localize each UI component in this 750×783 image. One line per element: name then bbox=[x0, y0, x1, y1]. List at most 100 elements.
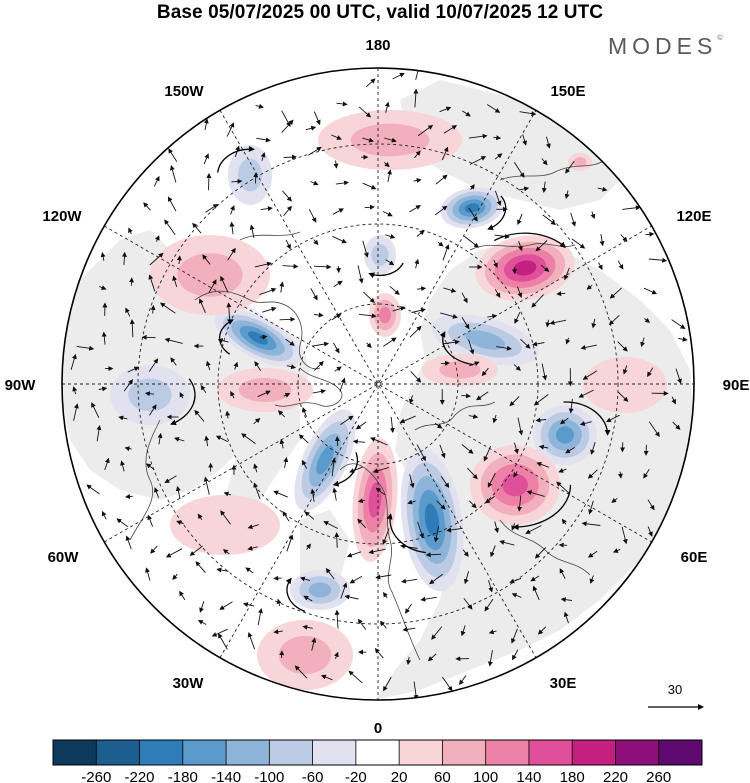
wind-arrow bbox=[469, 184, 475, 190]
wind-arrow bbox=[225, 410, 231, 419]
wind-arrow bbox=[375, 487, 385, 496]
contour-band bbox=[247, 331, 269, 345]
wind-arrow bbox=[511, 628, 518, 644]
wind-arrow bbox=[194, 409, 205, 422]
wind-arrow bbox=[409, 205, 421, 213]
wind-arrow bbox=[494, 521, 499, 534]
wind-arrow bbox=[198, 298, 206, 313]
wind-arrow bbox=[176, 520, 184, 526]
wind-arrow bbox=[254, 261, 272, 268]
wind-arrow bbox=[468, 133, 488, 139]
lon-label-30w: 30W bbox=[173, 675, 205, 692]
wind-arrow bbox=[640, 337, 646, 348]
wind-arrow bbox=[608, 314, 620, 326]
wind-arrow bbox=[487, 313, 498, 319]
wind-arrow bbox=[442, 676, 453, 692]
anomaly-blob bbox=[352, 438, 398, 562]
anomaly-blob bbox=[214, 309, 302, 367]
anomaly-blob bbox=[257, 620, 353, 690]
contour-band bbox=[128, 378, 172, 412]
anomaly-blob bbox=[217, 368, 313, 412]
wind-arrow bbox=[128, 227, 133, 235]
anomaly-blob bbox=[290, 570, 350, 610]
anomaly-blob bbox=[170, 495, 280, 555]
wind-arrow bbox=[590, 442, 596, 455]
wind-arrow bbox=[413, 681, 419, 700]
lon-label-120e: 120E bbox=[676, 208, 711, 225]
wind-arrow bbox=[154, 487, 160, 498]
wind-arrow bbox=[483, 446, 492, 462]
wind-arrow bbox=[279, 438, 285, 449]
contour-band bbox=[308, 582, 332, 598]
wind-arrow bbox=[467, 467, 478, 480]
wind-arrow bbox=[245, 567, 254, 574]
wind-arrow bbox=[203, 476, 210, 495]
lon-label-0: 0 bbox=[374, 720, 382, 737]
wind-arrow bbox=[509, 577, 522, 584]
wind-arrow bbox=[409, 325, 422, 338]
colorbar-tick-label: -220 bbox=[124, 769, 154, 783]
wind-arrow bbox=[374, 648, 384, 659]
colorbar-tick-label: 140 bbox=[516, 769, 541, 783]
wind-arrow bbox=[542, 214, 556, 226]
wind-arrow bbox=[334, 609, 340, 629]
wind-arrow bbox=[461, 393, 471, 399]
wind-arrow bbox=[179, 392, 185, 399]
wind-arrow bbox=[311, 637, 317, 651]
wind-arrow bbox=[461, 444, 474, 454]
wind-arrow bbox=[678, 336, 688, 342]
wind-arrow bbox=[179, 590, 186, 601]
wind-arrow bbox=[413, 178, 422, 183]
lon-label-60w: 60W bbox=[48, 549, 80, 566]
wind-arrow bbox=[581, 521, 601, 527]
wind-arrow bbox=[332, 208, 344, 215]
wind-arrow bbox=[417, 521, 424, 539]
wind-arrow bbox=[413, 88, 419, 108]
wind-arrow bbox=[150, 304, 156, 314]
wind-arrow bbox=[563, 611, 569, 624]
wind-arrow bbox=[545, 319, 551, 328]
colorbar-tick-label: -60 bbox=[302, 769, 324, 783]
wind-arrow bbox=[509, 396, 520, 407]
wind-arrow bbox=[511, 267, 517, 275]
wind-arrow bbox=[379, 620, 387, 629]
anomaly-blob bbox=[583, 357, 667, 413]
wind-arrow bbox=[401, 578, 418, 584]
wind-arrow bbox=[647, 526, 653, 537]
wind-arrow bbox=[260, 206, 273, 212]
wind-arrow bbox=[141, 334, 156, 340]
wind-arrow bbox=[481, 367, 489, 377]
wind-arrow bbox=[211, 628, 228, 637]
wind-arrow bbox=[273, 490, 288, 498]
streamline-arc bbox=[487, 195, 507, 231]
wind-arrow bbox=[411, 307, 426, 313]
wind-arrow bbox=[647, 499, 655, 511]
wind-arrow bbox=[123, 379, 134, 392]
wind-arrow bbox=[259, 287, 277, 296]
wind-arrow bbox=[484, 598, 494, 612]
wind-arrow bbox=[255, 103, 264, 109]
wind-arrow bbox=[493, 135, 502, 141]
wind-arrow bbox=[76, 345, 95, 351]
wind-arrow bbox=[233, 361, 239, 370]
wind-arrow bbox=[325, 568, 335, 580]
wind-arrow bbox=[362, 137, 374, 143]
wind-arrow bbox=[410, 370, 422, 383]
wind-arrow bbox=[439, 444, 446, 459]
contour-band bbox=[177, 253, 243, 297]
wind-arrow bbox=[468, 339, 475, 355]
wind-arrow bbox=[384, 137, 397, 143]
wind-arrow bbox=[197, 620, 207, 625]
wind-arrow bbox=[463, 598, 473, 610]
wind-arrow bbox=[486, 104, 501, 113]
wind-arrow bbox=[519, 111, 537, 117]
wind-arrow bbox=[129, 277, 135, 286]
wind-arrow bbox=[308, 208, 317, 223]
wind-arrow bbox=[372, 466, 390, 474]
wind-arrow bbox=[277, 410, 286, 418]
wind-arrow bbox=[441, 146, 449, 161]
coastline bbox=[129, 419, 161, 541]
wind-arrow bbox=[468, 500, 477, 509]
wind-arrow bbox=[149, 252, 164, 266]
